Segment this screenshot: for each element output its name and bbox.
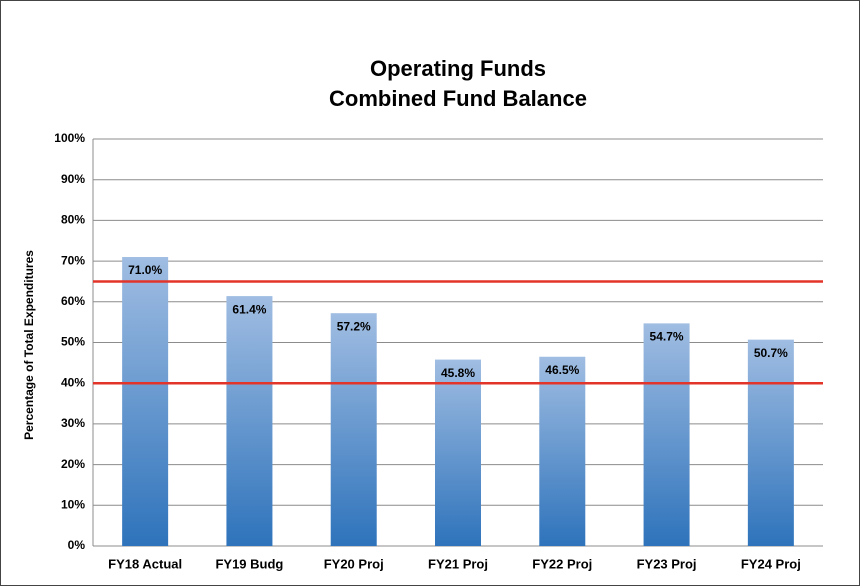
x-tick-label: FY18 Actual <box>108 556 182 571</box>
data-label: 50.7% <box>754 346 788 360</box>
y-tick-label: 50% <box>61 335 85 349</box>
data-label: 57.2% <box>337 319 371 333</box>
y-tick-label: 60% <box>61 294 85 308</box>
data-label: 71.0% <box>128 263 162 277</box>
chart-title: Operating Funds <box>370 56 546 81</box>
x-tick-label: FY21 Proj <box>428 556 488 571</box>
y-tick-label: 90% <box>61 172 85 186</box>
y-axis-label: Percentage of Total Expenditures <box>22 250 36 440</box>
bar <box>747 339 794 546</box>
y-tick-label: 0% <box>68 538 86 552</box>
data-label: 61.4% <box>232 302 266 316</box>
x-tick-label: FY23 Proj <box>637 556 697 571</box>
data-label: 54.7% <box>650 330 684 344</box>
bar <box>330 313 377 546</box>
y-tick-label: 20% <box>61 457 85 471</box>
y-tick-label: 80% <box>61 213 85 227</box>
chart-subtitle: Combined Fund Balance <box>329 86 587 111</box>
bar <box>226 296 273 546</box>
bar <box>435 359 481 546</box>
bar <box>122 257 169 546</box>
y-tick-label: 10% <box>61 497 85 511</box>
x-tick-label: FY22 Proj <box>532 556 592 571</box>
y-tick-label: 70% <box>61 253 85 267</box>
y-tick-label: 40% <box>61 375 85 389</box>
data-label: 45.8% <box>441 366 475 380</box>
y-tick-label: 30% <box>61 416 85 430</box>
y-tick-label: 100% <box>54 131 85 145</box>
x-tick-label: FY19 Budg <box>215 556 283 571</box>
data-label: 46.5% <box>545 363 579 377</box>
x-tick-label: FY20 Proj <box>324 556 384 571</box>
bar <box>643 323 690 546</box>
bar <box>539 356 586 546</box>
x-tick-label: FY24 Proj <box>741 556 801 571</box>
